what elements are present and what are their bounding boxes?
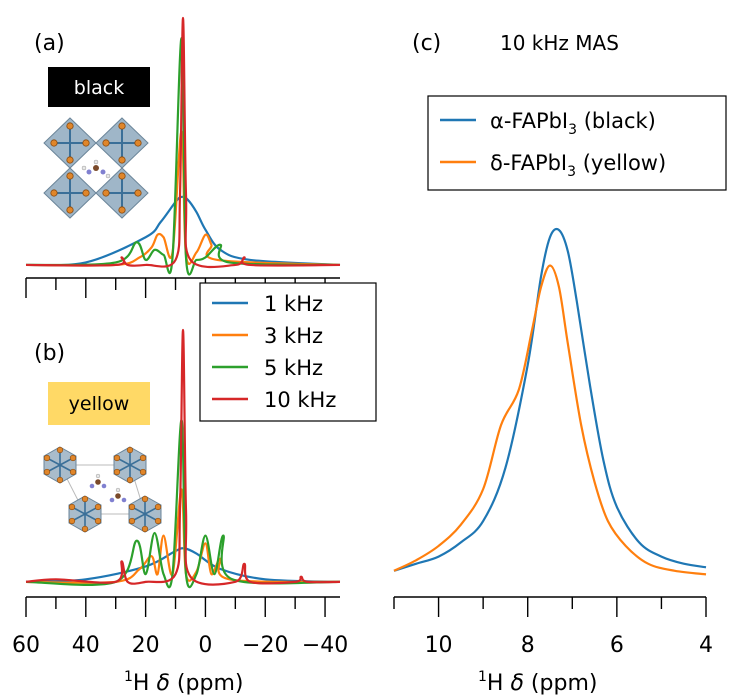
- octahedron-4: [129, 496, 161, 532]
- panel-label-c: (c): [412, 31, 441, 56]
- panel-2-axes: [394, 597, 706, 617]
- legend-alpha-prefix: α-FAPbI: [490, 109, 568, 133]
- x-tick-label-c: 8: [521, 633, 535, 658]
- series-line-c-1: [394, 266, 706, 575]
- legend-c: α-FAPbI3 (black) δ-FAPbI3 (yellow): [428, 96, 726, 190]
- x-tick-label-c: 4: [699, 633, 713, 658]
- panel-1-axes: [26, 597, 340, 617]
- tick-labels-ab: 60 40 20 0 −20 −40: [12, 633, 348, 658]
- xlabel-ab: 1H δ (ppm): [124, 669, 243, 696]
- legend-label-5khz: 5 kHz: [264, 356, 323, 380]
- legend-alpha-suffix: (black): [577, 109, 656, 133]
- octahedron-2: [114, 447, 146, 483]
- x-tick-label-c: 6: [610, 633, 624, 658]
- series-line-b-0: [26, 548, 340, 582]
- octahedron-1: [44, 447, 76, 483]
- xlabel-ab-unit: (ppm): [170, 671, 244, 696]
- legend-delta-suffix: (yellow): [576, 151, 666, 175]
- xlabel-c: 1H δ (ppm): [478, 669, 597, 696]
- xlabel-ab-main: H: [133, 671, 157, 696]
- legend-label-1khz: 1 kHz: [264, 292, 323, 316]
- legend-ab: 1 kHz 3 kHz 5 kHz 10 kHz: [200, 283, 376, 421]
- yellow-structure-illustration: [44, 447, 161, 532]
- x-tick-label-ab: 20: [132, 633, 160, 658]
- xlabel-c-sup: 1: [478, 669, 487, 685]
- xlabel-c-delta: δ: [510, 671, 523, 696]
- x-tick-label-c: 10: [425, 633, 453, 658]
- xlabel-c-main: H: [487, 671, 511, 696]
- legend-label-3khz: 3 kHz: [264, 324, 323, 348]
- legend-alpha-sub: 3: [568, 122, 577, 138]
- tick-labels-c: 10 8 6 4: [425, 633, 713, 658]
- series-line-c-0: [394, 229, 706, 571]
- x-tick-label-ab: 60: [12, 633, 40, 658]
- xlabel-ab-delta: δ: [156, 671, 169, 696]
- x-tick-label-ab: 0: [198, 633, 212, 658]
- x-tick-label-ab: −40: [302, 633, 348, 658]
- xlabel-ab-sup: 1: [124, 669, 133, 685]
- x-tick-label-ab: 40: [72, 633, 100, 658]
- inset-black-label: black: [74, 77, 124, 99]
- panel-label-a: (a): [34, 31, 65, 56]
- title-c: 10 kHz MAS: [500, 31, 619, 55]
- octahedron-3: [69, 496, 101, 532]
- x-tick-label-ab: −20: [242, 633, 288, 658]
- inset-yellow-label: yellow: [69, 393, 130, 415]
- xlabel-c-unit: (ppm): [524, 671, 598, 696]
- panel-label-b: (b): [34, 341, 65, 366]
- legend-label-10khz: 10 kHz: [264, 388, 336, 412]
- legend-delta-prefix: δ-FAPbI: [490, 151, 567, 175]
- black-structure-illustration: [44, 118, 148, 218]
- legend-delta-sub: 3: [567, 164, 576, 180]
